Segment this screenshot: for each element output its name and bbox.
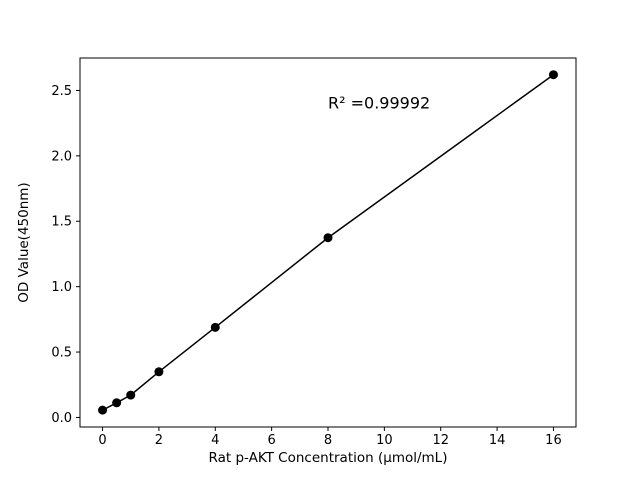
data-point [112,398,122,408]
x-tick-label: 10 [376,433,393,448]
fit-line [102,74,554,411]
x-tick-label: 4 [211,433,219,448]
y-tick-label: 1.0 [51,280,72,295]
data-point [323,233,333,243]
x-tick-label: 0 [98,433,106,448]
x-tick-label: 12 [432,433,449,448]
y-tick-label: 2.5 [51,84,72,99]
plot-border [79,57,577,428]
r-squared-annotation: R² =0.99992 [328,94,430,113]
x-axis-label: Rat p-AKT Concentration (μmol/mL) [209,450,448,466]
data-point [210,322,220,332]
y-tick-label: 2.0 [51,149,72,164]
x-tick-label: 16 [545,433,562,448]
x-tick-label: 2 [155,433,163,448]
x-tick-label: 14 [489,433,506,448]
data-point [126,390,136,400]
y-tick-label: 0.0 [51,411,72,426]
y-axis-label: OD Value(450nm) [16,182,32,302]
data-point [548,70,558,80]
x-tick-label: 8 [324,433,332,448]
x-tick-label: 6 [267,433,275,448]
y-tick-label: 0.5 [51,346,72,361]
data-point [154,367,164,377]
data-point [98,405,108,415]
y-tick-label: 1.5 [51,215,72,230]
